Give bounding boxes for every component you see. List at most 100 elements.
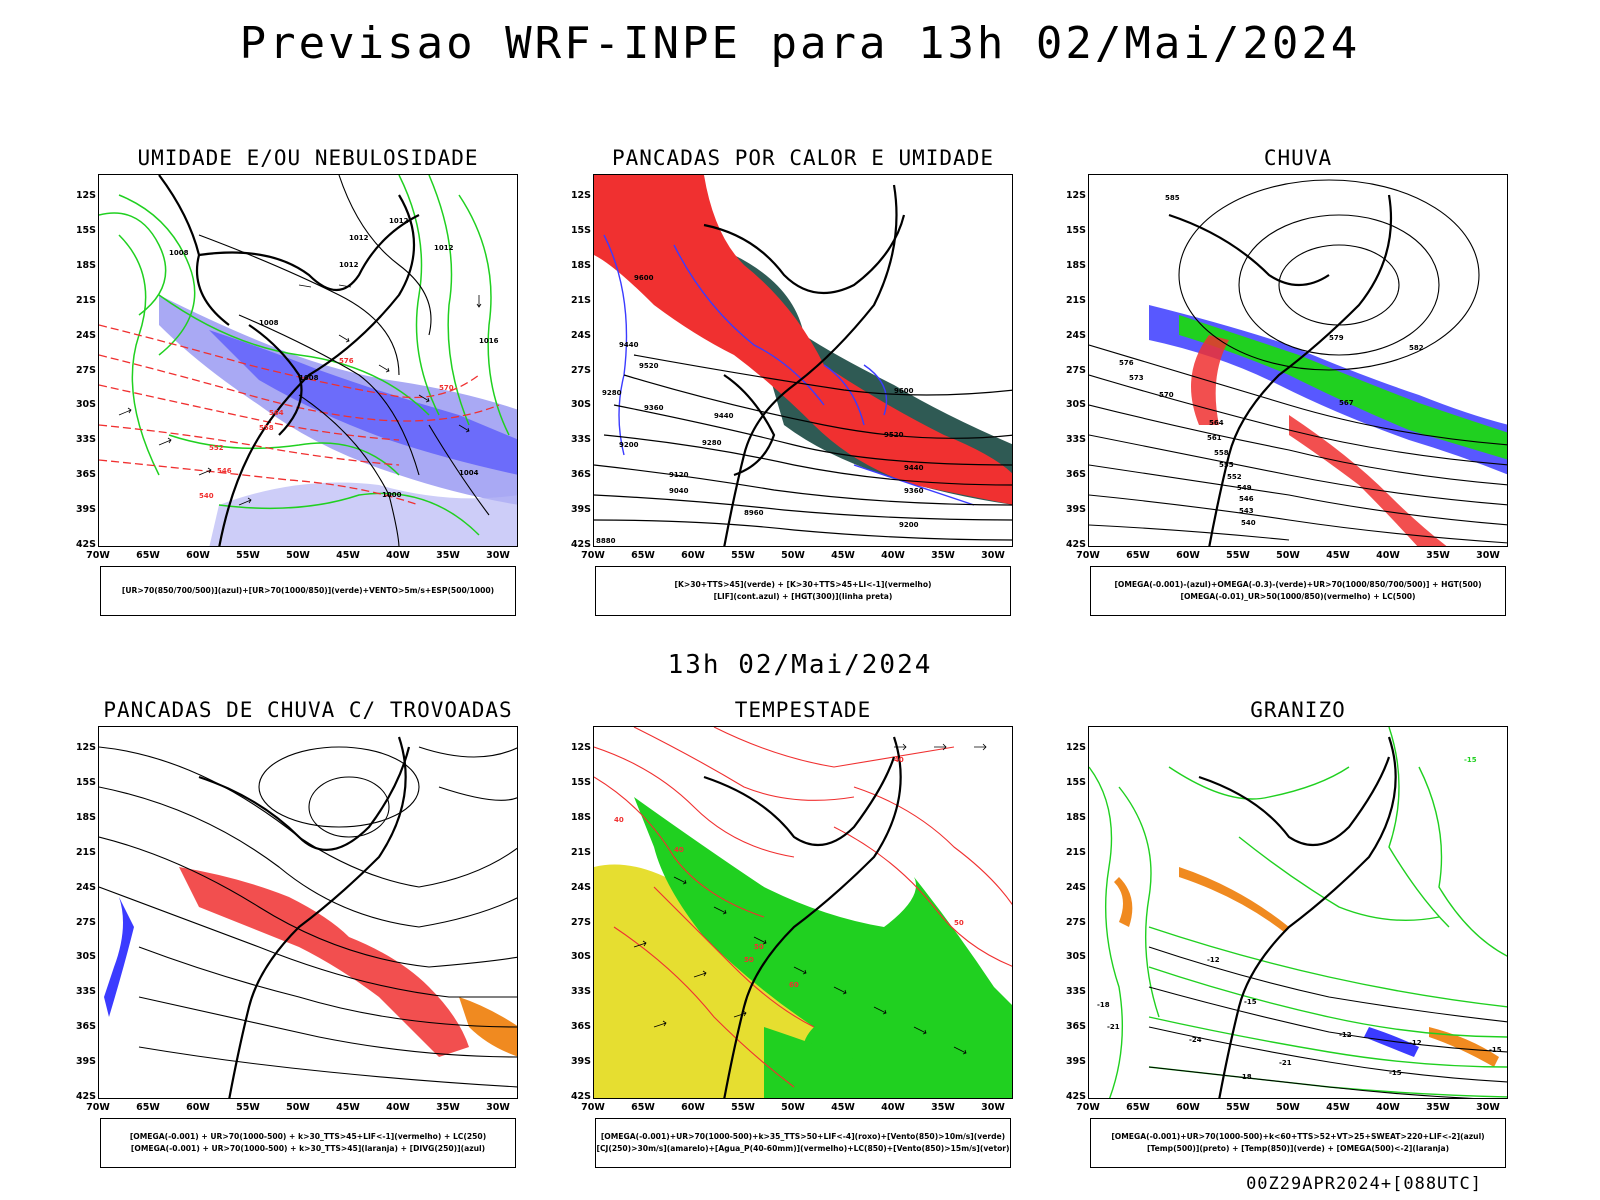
lat-tick-label: 33S — [570, 986, 591, 998]
contour-label: 9280 — [702, 439, 722, 447]
contour-label: 1008 — [259, 319, 279, 327]
hgt500-contours — [1089, 179, 1507, 544]
contour-label: 40 — [674, 846, 684, 854]
contour-label: 558 — [259, 424, 274, 432]
wind-vectors — [118, 284, 482, 506]
streamlines — [99, 746, 517, 1088]
contour-label: 9600 — [634, 274, 654, 282]
lat-tick-label: 27S — [75, 916, 96, 928]
lat-tick-label: 24S — [570, 881, 591, 893]
lat-tick-label: 33S — [1065, 986, 1086, 998]
lat-tick-label: 24S — [1065, 881, 1086, 893]
lat-tick-label: 30S — [1065, 951, 1086, 963]
lat-tick-label: 24S — [75, 881, 96, 893]
light-blue-lower-area — [209, 482, 517, 546]
panel-title: UMIDADE E/OU NEBULOSIDADE — [137, 146, 479, 170]
contour-label: 1012 — [434, 244, 454, 252]
lat-tick-label: 36S — [75, 469, 96, 481]
contour-label: 1012 — [349, 234, 369, 242]
lon-tick-label: 60W — [1176, 1102, 1200, 1113]
map-area: 585 582 579 576 573 570 567 564 561 558 … — [1088, 174, 1508, 547]
coastline-borders — [703, 184, 906, 546]
lat-tick-label: 21S — [570, 294, 591, 306]
legend-line: [CJ(250)>30m/s](amarelo)+[Agua_P(40-60mm… — [596, 1144, 1010, 1153]
lat-tick-label: 42S — [1065, 1091, 1086, 1102]
lon-tick-label: 70W — [1076, 550, 1100, 561]
lat-tick-label: 15S — [1065, 224, 1086, 236]
lat-tick-label: 24S — [570, 329, 591, 341]
contour-label: -21 — [1107, 1023, 1120, 1031]
contour-labels: 585 582 579 576 573 570 567 564 561 558 … — [1119, 194, 1424, 527]
coastline-borders — [198, 736, 411, 1098]
lon-tick-label: 35W — [436, 1102, 460, 1113]
contour-label: 540 — [199, 492, 214, 500]
green-wind-area — [634, 797, 1012, 1098]
lat-tick-label: 36S — [1065, 469, 1086, 481]
lat-tick-label: 15S — [1065, 776, 1086, 788]
contour-labels: 40 50 40 50 60 40 50 — [614, 756, 964, 989]
lat-tick-label: 21S — [75, 294, 96, 306]
lon-tick-label: 40W — [881, 1102, 905, 1113]
map-area: 40 50 40 50 60 40 50 — [593, 726, 1013, 1099]
lat-tick-label: 21S — [570, 846, 591, 858]
lat-tick-label: 27S — [570, 364, 591, 376]
contour-label: -12 — [1409, 1039, 1422, 1047]
lat-tick-label: 27S — [1065, 916, 1086, 928]
lon-tick-label: 65W — [136, 550, 160, 561]
legend-box: [OMEGA(-0.001) + UR>70(1000-500) + k>30_… — [100, 1118, 516, 1168]
lat-tick-label: 21S — [1065, 294, 1086, 306]
contour-label: 552 — [1227, 473, 1242, 481]
lon-tick-label: 35W — [1426, 550, 1450, 561]
orange-omega-area — [1114, 867, 1499, 1067]
contour-label: 9120 — [669, 471, 689, 479]
green-humidity-contours — [99, 175, 510, 536]
contour-label: -15 — [1464, 756, 1477, 764]
contour-label: 9360 — [904, 487, 924, 495]
lat-tick-label: 27S — [570, 916, 591, 928]
contour-label: 9280 — [602, 389, 622, 397]
panel-title: PANCADAS POR CALOR E UMIDADE — [611, 146, 994, 170]
blue-humidity-core — [209, 330, 517, 475]
contour-label: 9440 — [904, 464, 924, 472]
contour-label: -15 — [1244, 998, 1257, 1006]
lat-tick-label: 12S — [1065, 190, 1086, 201]
lon-tick-label: 55W — [731, 1102, 755, 1113]
lon-tick-label: 45W — [1326, 550, 1350, 561]
contour-label: 543 — [1239, 507, 1254, 515]
map-area: -15 -12 -12 -15 -18 -21 -24 -21 -18 -15 … — [1088, 726, 1508, 1099]
lat-tick-label: 24S — [1065, 329, 1086, 341]
contour-label: 552 — [209, 444, 224, 452]
map-area: 1012 1012 1008 1012 1008 1008 1004 1000 … — [98, 174, 518, 547]
contour-label: -24 — [1189, 1036, 1202, 1044]
lat-tick-label: 39S — [75, 504, 96, 516]
lat-tick-label: 15S — [75, 224, 96, 236]
contour-label: 540 — [1241, 519, 1256, 527]
legend-box: [OMEGA(-0.001)+UR>70(1000-500)+k<60+TTS>… — [1090, 1118, 1506, 1168]
lon-tick-label: 55W — [1226, 550, 1250, 561]
contour-label: 9200 — [619, 441, 639, 449]
contour-label: 1000 — [382, 491, 402, 499]
contour-label: 573 — [1129, 374, 1144, 382]
contour-label: 582 — [1409, 344, 1424, 352]
lon-tick-label: 30W — [1476, 1102, 1500, 1113]
lon-tick-label: 55W — [236, 550, 260, 561]
lat-tick-label: 18S — [570, 259, 591, 271]
lon-tick-label: 60W — [186, 550, 210, 561]
contour-label: 546 — [217, 467, 232, 475]
legend-line: [OMEGA(-0.001)+UR>70(1000-500)+k<60+TTS>… — [1111, 1132, 1485, 1141]
map-area — [98, 726, 518, 1099]
lon-tick-label: 45W — [336, 1102, 360, 1113]
lon-tick-label: 50W — [1276, 550, 1300, 561]
lat-tick-label: 39S — [570, 1056, 591, 1068]
contour-label: 561 — [1207, 434, 1222, 442]
lon-tick-label: 55W — [731, 550, 755, 561]
lon-tick-label: 50W — [286, 1102, 310, 1113]
lat-tick-label: 24S — [75, 329, 96, 341]
contour-label: -15 — [1389, 1069, 1402, 1077]
lon-tick-label: 70W — [86, 550, 110, 561]
lat-tick-label: 12S — [75, 190, 96, 201]
contour-label: 555 — [1219, 461, 1234, 469]
main-title: Previsao WRF-INPE para 13h 02/Mai/2024 — [239, 18, 1361, 69]
lon-tick-label: 70W — [1076, 1102, 1100, 1113]
lon-tick-label: 30W — [486, 550, 510, 561]
